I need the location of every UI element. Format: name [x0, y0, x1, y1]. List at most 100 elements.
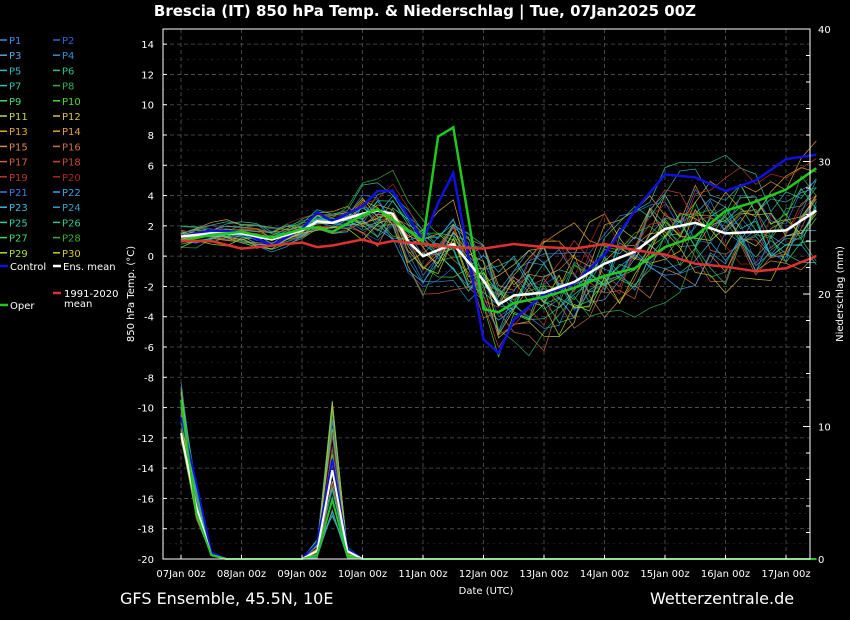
precip-line-control	[180, 416, 817, 560]
y-axis-label: 850 hPa Temp. (°C)	[126, 246, 137, 342]
legend-label: P6	[62, 66, 74, 77]
member-line	[180, 187, 817, 321]
legend-label: P2	[62, 36, 74, 47]
legend-label: P13	[9, 127, 28, 138]
legend-label: P12	[62, 112, 81, 123]
x-tick-label: 11Jan 00z	[398, 569, 447, 580]
y-tick-label: -12	[138, 434, 154, 445]
x-tick-label: 10Jan 00z	[338, 569, 387, 580]
legend-label: P14	[62, 127, 81, 138]
y-tick-label: 0	[148, 252, 154, 263]
member-line	[180, 204, 817, 333]
y-tick-label: 4	[148, 192, 154, 203]
x-tick-label: 17Jan 00z	[761, 569, 810, 580]
y-tick-label: 8	[148, 131, 154, 142]
member-precip-line	[180, 421, 817, 560]
y2-tick-label: 10	[818, 423, 831, 434]
y-tick-label: -8	[144, 373, 154, 384]
legend-label: P5	[9, 66, 21, 77]
legend-label: P21	[9, 188, 28, 199]
x-tick-label: 14Jan 00z	[580, 569, 629, 580]
legend-label: P1	[9, 36, 21, 47]
member-precip-line	[180, 382, 817, 560]
legend-label: P26	[62, 218, 81, 229]
legend-label: Ens. mean	[63, 262, 116, 273]
legend-label: P24	[62, 203, 81, 214]
legend-label: P10	[62, 97, 81, 108]
member-precip-line	[180, 394, 817, 560]
source-credit: Wetterzentrale.de	[650, 589, 795, 608]
member-precip-line	[180, 395, 817, 560]
y2-tick-label: 20	[818, 290, 831, 301]
x-tick-label: 13Jan 00z	[519, 569, 568, 580]
legend-label: P19	[9, 173, 28, 184]
member-precip-line	[180, 390, 817, 560]
y-tick-label: 2	[148, 222, 154, 233]
member-precip-line	[180, 412, 817, 560]
member-precip-line	[180, 428, 817, 560]
x-tick-label: 16Jan 00z	[701, 569, 750, 580]
legend-label: Control	[10, 262, 46, 273]
series-line-1991-2020-mean	[181, 238, 817, 273]
y-tick-label: -14	[138, 464, 154, 475]
legend-label: P9	[9, 97, 21, 108]
y-tick-label: -4	[144, 313, 154, 324]
y2-tick-label: 30	[818, 158, 831, 169]
legend-label: P15	[9, 142, 28, 153]
legend-label: P23	[9, 203, 28, 214]
member-line	[180, 180, 817, 294]
legend-label: P16	[62, 142, 81, 153]
series-line-oper	[180, 125, 818, 314]
x-tick-label: 08Jan 00z	[217, 569, 266, 580]
legend-label: P4	[62, 51, 74, 62]
y2-axis-label: Niederschlag (mm)	[835, 246, 846, 342]
x-tick-label: 09Jan 00z	[277, 569, 326, 580]
y-tick-label: -20	[138, 555, 154, 566]
legend-label: P7	[9, 82, 21, 93]
legend-label: P30	[62, 249, 81, 260]
legend-label: P20	[62, 173, 81, 184]
member-precip-line	[180, 392, 817, 560]
member-precip-line	[180, 402, 817, 560]
grid	[163, 29, 810, 559]
member-precip-line	[180, 436, 817, 560]
y-tick-label: 10	[141, 101, 154, 112]
legend-label: Oper	[10, 301, 35, 312]
legend-label: 1991-2020	[64, 289, 119, 300]
x-tick-label: 07Jan 00z	[156, 569, 205, 580]
member-precip-line	[180, 408, 817, 560]
member-line	[180, 196, 817, 320]
y-tick-label: -6	[144, 343, 154, 354]
member-precip-line	[180, 394, 817, 560]
legend-label: P18	[62, 158, 81, 169]
y-tick-label: 6	[148, 161, 154, 172]
member-precip-line	[180, 388, 817, 560]
series-line-control	[180, 153, 817, 356]
precip-line-oper	[180, 399, 817, 560]
model-info: GFS Ensemble, 45.5N, 10E	[120, 589, 334, 608]
x-tick-label: 15Jan 00z	[640, 569, 689, 580]
legend-label: P3	[9, 51, 21, 62]
main-series	[180, 125, 818, 560]
chart-title: Brescia (IT) 850 hPa Temp. & Niederschla…	[153, 2, 697, 20]
y-tick-label: 14	[141, 40, 154, 51]
member-line	[180, 193, 817, 301]
member-precip-line	[180, 404, 817, 560]
y-tick-label: -2	[144, 282, 154, 293]
y-tick-label: -18	[138, 525, 154, 536]
member-precip-line	[180, 439, 817, 560]
member-precip-line	[180, 405, 817, 560]
x-axis-ticks: 07Jan 00z 08Jan 00z 09Jan 00z 10Jan 00z 11Ja…	[156, 555, 811, 580]
legend-label: P11	[9, 112, 28, 123]
legend-label: P27	[9, 234, 28, 245]
legend-label: P28	[62, 234, 81, 245]
legend: P1 P2 P3 P4 P5 P6 P7 P8 P9 P10 P11 P12 P13 P14 P15 P16 P…	[0, 36, 119, 312]
member-line	[180, 217, 817, 357]
x-axis-label: Date (UTC)	[459, 586, 514, 597]
member-precip-line	[180, 411, 817, 560]
legend-label: P29	[9, 249, 28, 260]
member-precip-line	[180, 418, 817, 560]
precip-line-ens-mean	[180, 432, 817, 560]
